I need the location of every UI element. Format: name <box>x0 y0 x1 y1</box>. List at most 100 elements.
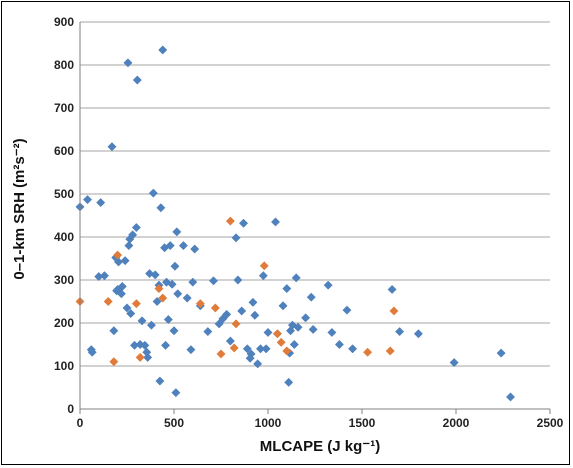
data-point-series-2 <box>103 296 113 307</box>
data-point-series-1 <box>150 270 160 280</box>
data-point-series-1 <box>96 198 106 208</box>
data-point-series-1 <box>231 233 241 243</box>
data-point-series-1 <box>99 271 109 281</box>
data-point-series-1 <box>161 277 172 287</box>
data-point-series-1 <box>169 326 179 336</box>
x-tick-label: 2000 <box>443 416 470 430</box>
y-tick-label: 300 <box>54 273 74 287</box>
data-point-series-1 <box>395 327 405 337</box>
x-axis-title: MLCAPE (J kg⁻¹) <box>260 438 380 455</box>
data-point-series-1 <box>278 301 288 311</box>
data-point-series-2 <box>276 337 286 347</box>
y-tick-label: 500 <box>54 187 74 201</box>
data-point-series-1 <box>158 45 168 55</box>
x-tick-label: 1500 <box>349 416 376 430</box>
data-point-series-1 <box>126 308 136 319</box>
data-point-series-1 <box>237 306 247 316</box>
data-point-series-1 <box>289 339 299 350</box>
data-point-series-1 <box>188 277 198 287</box>
data-point-series-1 <box>306 292 316 302</box>
data-point-series-2 <box>389 306 399 316</box>
data-point-series-2 <box>154 284 164 294</box>
grid-lines <box>80 21 550 367</box>
data-point-series-1 <box>308 324 318 335</box>
data-point-series-1 <box>282 284 292 294</box>
data-point-series-1 <box>186 345 196 355</box>
data-point-series-2 <box>131 299 141 309</box>
data-point-series-1 <box>107 142 117 152</box>
data-point-series-1 <box>203 327 213 337</box>
data-point-series-1 <box>245 353 255 363</box>
data-point-series-2 <box>113 250 123 260</box>
data-point-series-1 <box>263 327 273 338</box>
data-point-series-2 <box>216 349 226 359</box>
data-point-series-1 <box>128 230 138 240</box>
data-point-series-1 <box>178 241 188 251</box>
data-point-series-1 <box>120 256 130 266</box>
data-point-series-1 <box>225 336 235 346</box>
data-point-series-1 <box>496 348 506 358</box>
data-point-series-1 <box>131 222 141 233</box>
data-point-series-1 <box>239 218 249 228</box>
data-point-series-1 <box>334 339 344 350</box>
x-tick-label: 1000 <box>255 416 282 430</box>
data-point-series-2 <box>158 293 168 303</box>
data-point-series-2 <box>272 329 282 339</box>
data-point-series-2 <box>195 299 205 309</box>
data-point-series-1 <box>116 289 126 299</box>
data-point-series-1 <box>449 358 459 368</box>
data-point-series-1 <box>293 322 303 332</box>
data-point-series-1 <box>505 392 516 402</box>
data-point-series-1 <box>270 217 281 227</box>
data-point-series-1 <box>327 327 337 338</box>
y-tick-label: 200 <box>54 316 74 330</box>
data-point-series-1 <box>122 303 132 313</box>
data-point-series-1 <box>140 340 150 350</box>
data-point-series-1 <box>109 326 119 336</box>
data-point-series-2 <box>210 303 220 313</box>
data-point-series-1 <box>145 268 155 279</box>
y-tick-label: 700 <box>54 101 74 115</box>
y-tick-label: 100 <box>54 359 74 373</box>
data-points <box>75 45 516 402</box>
y-tick-label: 800 <box>54 58 74 72</box>
data-point-series-1 <box>163 315 173 325</box>
data-point-series-1 <box>155 376 165 386</box>
data-point-series-1 <box>250 310 260 320</box>
data-point-series-1 <box>258 271 268 281</box>
data-point-series-1 <box>291 273 301 283</box>
data-point-series-2 <box>229 343 239 353</box>
y-tick-label: 900 <box>54 15 74 29</box>
data-point-series-1 <box>146 320 156 330</box>
data-point-series-1 <box>253 359 263 369</box>
data-point-series-1 <box>87 347 97 357</box>
data-point-series-1 <box>387 284 397 295</box>
y-tick-labels: 0 100 200 300 400 500 600 700 800 900 <box>54 15 74 416</box>
data-point-series-2 <box>363 347 373 357</box>
data-point-series-1 <box>123 58 133 68</box>
data-point-series-1 <box>182 293 192 303</box>
data-point-series-1 <box>143 352 153 362</box>
data-point-series-2 <box>231 319 241 329</box>
data-point-series-1 <box>171 388 181 398</box>
x-tick-label: 2500 <box>537 416 564 430</box>
y-tick-label: 0 <box>67 402 74 416</box>
data-point-series-2 <box>282 346 292 356</box>
x-tick-labels: 0 500 1000 1500 2000 2500 <box>77 409 564 430</box>
data-point-series-1 <box>156 203 166 213</box>
data-point-series-1 <box>323 280 333 290</box>
data-point-series-1 <box>214 319 224 329</box>
data-point-series-1 <box>301 313 311 323</box>
data-point-series-1 <box>348 344 358 354</box>
data-point-series-1 <box>137 316 147 326</box>
data-point-series-1 <box>233 275 243 285</box>
y-tick-label: 400 <box>54 230 74 244</box>
data-point-series-1 <box>82 195 93 205</box>
y-axis-title: 0–1-km SRH (m²s⁻²) <box>11 138 28 279</box>
data-point-series-1 <box>242 344 252 354</box>
y-tick-label: 600 <box>54 144 74 158</box>
data-point-series-1 <box>148 188 158 198</box>
data-point-series-1 <box>132 75 142 85</box>
data-point-series-1 <box>152 296 162 307</box>
